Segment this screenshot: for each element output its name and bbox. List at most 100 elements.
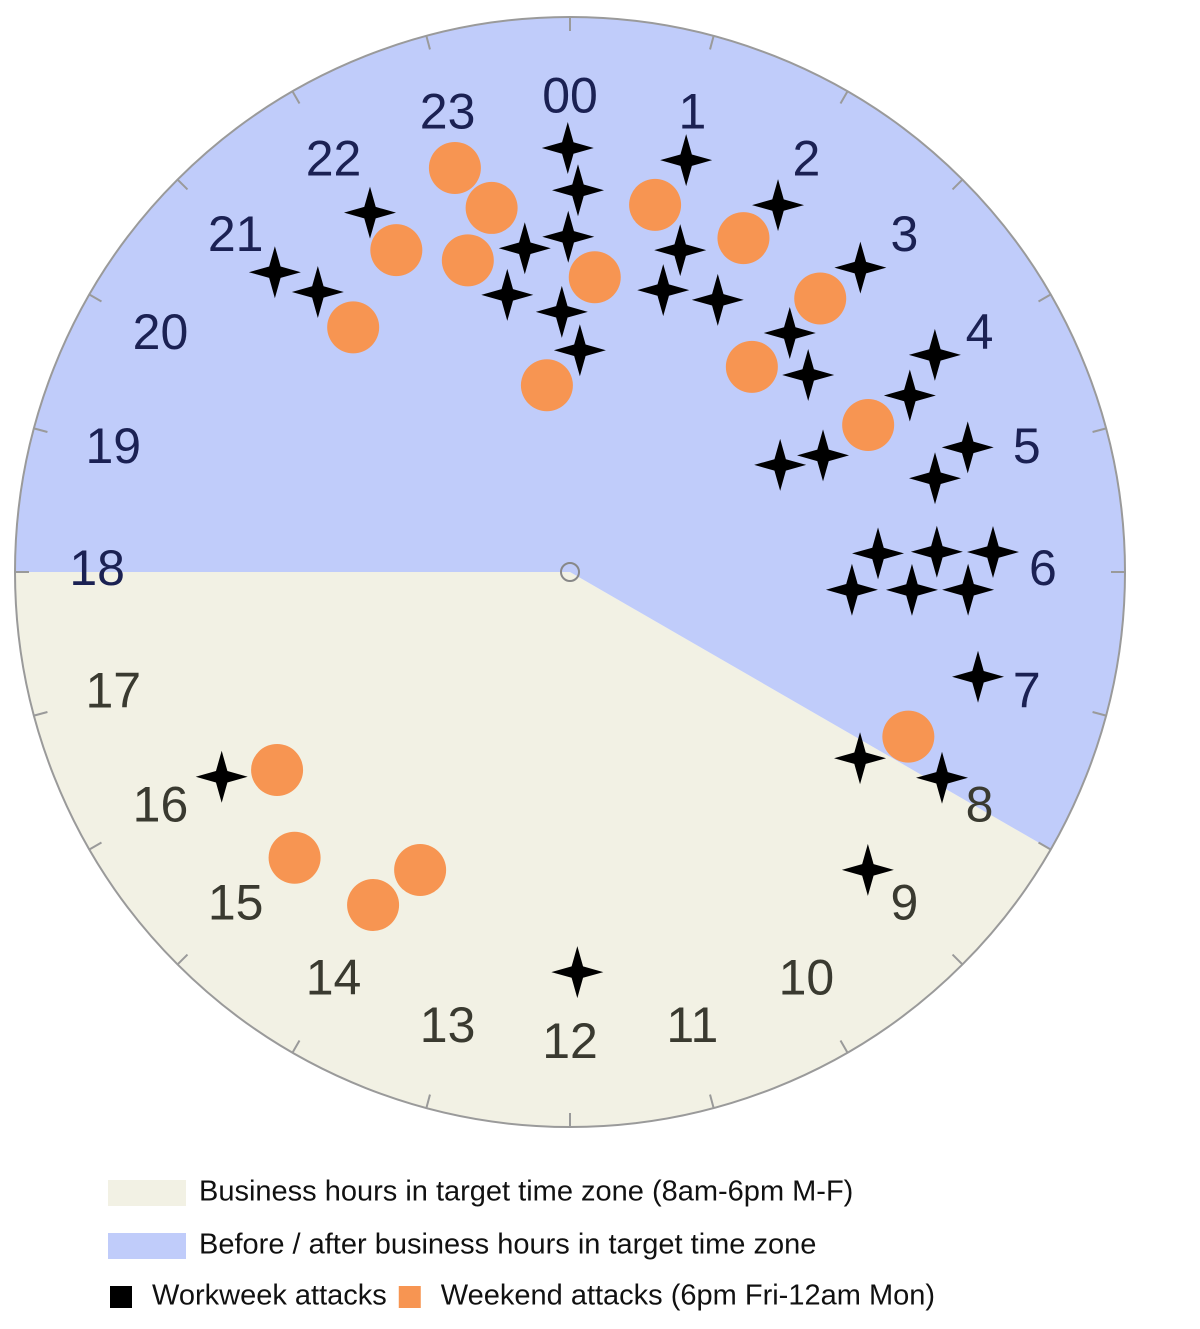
legend: Business hours in target time zone (8am-… xyxy=(108,1176,935,1312)
workweek-attack xyxy=(909,452,962,505)
hour-tick xyxy=(1092,427,1107,433)
hour-tick xyxy=(951,178,964,191)
hour-label: 23 xyxy=(420,83,476,139)
dial-sectors xyxy=(15,16,1126,1127)
workweek-attack xyxy=(481,268,534,321)
weekend-attack xyxy=(428,141,481,194)
legend-label: Weekend attacks (6pm Fri-12am Mon) xyxy=(441,1280,935,1312)
hour-tick xyxy=(1038,293,1052,303)
workweek-attack xyxy=(637,264,690,317)
workweek-attack xyxy=(834,732,887,785)
weekend-attack xyxy=(842,398,895,451)
hour-tick xyxy=(88,293,102,303)
workweek-attack xyxy=(343,186,396,239)
workweek-attack xyxy=(660,134,713,187)
hour-label: 16 xyxy=(133,777,189,833)
weekend-attack xyxy=(327,301,380,354)
hour-tick xyxy=(33,427,48,433)
workweek-attack xyxy=(654,224,707,277)
hour-label: 4 xyxy=(966,304,994,360)
hour-label: 5 xyxy=(1013,418,1041,474)
workweek-attack xyxy=(754,438,807,491)
hour-tick xyxy=(425,35,431,50)
weekend-attack xyxy=(370,224,423,277)
hour-tick xyxy=(88,841,102,851)
hour-label: 12 xyxy=(542,1013,598,1069)
hour-tick xyxy=(1038,841,1052,851)
workweek-attack xyxy=(910,525,963,578)
weekend-attack xyxy=(629,178,682,231)
hour-label: 8 xyxy=(966,777,994,833)
weekend-attack xyxy=(882,710,935,763)
legend-label: Workweek attacks xyxy=(152,1280,387,1312)
weekend-attack xyxy=(441,234,494,287)
weekend-attack xyxy=(725,340,778,393)
workweek-attack xyxy=(691,273,744,326)
workweek-attack xyxy=(553,324,606,377)
hour-label: 3 xyxy=(890,206,918,262)
legend-swatch xyxy=(108,1180,186,1206)
workweek-attack xyxy=(797,429,850,482)
hour-label: 10 xyxy=(779,950,835,1006)
workweek-attack xyxy=(551,946,604,999)
workweek-attack xyxy=(542,210,595,263)
workweek-attack xyxy=(825,563,878,616)
legend-label: Before / after business hours in target … xyxy=(199,1229,816,1261)
hour-label: 11 xyxy=(666,997,718,1053)
hour-tick xyxy=(33,711,48,717)
weekend-attack xyxy=(251,743,304,796)
workweek-attack xyxy=(883,369,936,422)
hour-label: 9 xyxy=(890,875,918,931)
hour-label: 2 xyxy=(793,131,821,187)
hour-tick xyxy=(425,1094,431,1109)
workweek-attack xyxy=(952,650,1005,703)
hour-label: 20 xyxy=(133,304,189,360)
hour-tick xyxy=(709,1094,715,1109)
hour-tick xyxy=(709,35,715,50)
legend-label: Business hours in target time zone (8am-… xyxy=(199,1176,853,1208)
hour-tick xyxy=(176,178,189,191)
hour-tick xyxy=(291,90,301,104)
hour-label: 18 xyxy=(69,540,125,596)
workweek-attack xyxy=(551,164,604,217)
hour-tick xyxy=(839,1040,849,1054)
hour-tick xyxy=(176,953,189,966)
workweek-attack xyxy=(941,421,994,474)
workweek-attack xyxy=(291,265,344,318)
hour-tick xyxy=(839,90,849,104)
workweek-attack xyxy=(498,222,551,275)
hour-label: 17 xyxy=(85,663,141,719)
hour-label: 19 xyxy=(85,418,141,474)
hour-label: 15 xyxy=(208,875,264,931)
workweek-attack xyxy=(908,328,961,381)
hour-label: 00 xyxy=(542,67,598,123)
region-sector xyxy=(15,572,1051,1127)
hour-label: 13 xyxy=(420,997,476,1053)
workweek-attack xyxy=(852,527,905,580)
workweek-attack xyxy=(763,307,816,360)
workweek-attack xyxy=(841,843,894,896)
hour-label: 14 xyxy=(306,950,362,1006)
hour-label: 21 xyxy=(208,206,264,262)
weekend-attack xyxy=(568,251,621,304)
region-sector xyxy=(15,16,1126,850)
workweek-attack xyxy=(248,246,301,299)
legend-swatch xyxy=(398,1286,421,1308)
workweek-attack xyxy=(535,285,588,338)
hour-label: 6 xyxy=(1029,540,1057,596)
weekend-attack xyxy=(520,359,573,412)
hour-label: 7 xyxy=(1013,663,1041,719)
weekend-attack xyxy=(347,878,400,931)
hour-label: 22 xyxy=(306,131,362,187)
hour-tick xyxy=(1092,711,1107,717)
workweek-attack xyxy=(942,563,995,616)
workweek-attack xyxy=(752,179,805,232)
legend-swatch xyxy=(110,1286,132,1308)
data-marks xyxy=(195,121,1019,999)
workweek-attack xyxy=(834,241,887,294)
hour-label: 1 xyxy=(678,83,706,139)
legend-swatch xyxy=(108,1233,186,1259)
dial-center xyxy=(560,562,580,582)
